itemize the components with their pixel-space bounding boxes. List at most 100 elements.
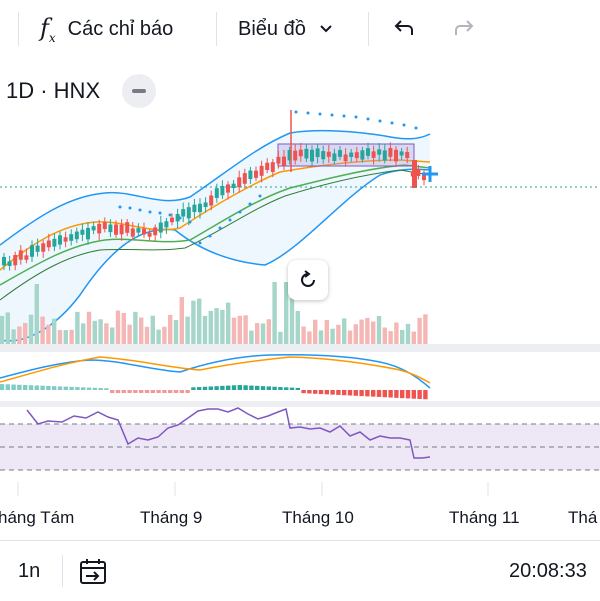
pane-separator[interactable] xyxy=(0,401,600,407)
volume-bar xyxy=(388,331,393,344)
volume-bar xyxy=(231,317,237,344)
time-axis-label: Thá xyxy=(568,508,598,527)
volume-bar xyxy=(40,316,45,344)
candle-body xyxy=(102,222,107,230)
redo-button[interactable] xyxy=(452,0,476,58)
volume-bar xyxy=(272,282,277,344)
macd-histogram-bar xyxy=(168,390,173,393)
candle-body xyxy=(349,152,354,157)
pane-separator[interactable] xyxy=(0,344,600,352)
chart-type-button[interactable]: Biểu đồ xyxy=(238,0,334,58)
signal-line xyxy=(0,356,431,384)
volume-bar xyxy=(260,323,266,344)
chart-type-label: Biểu đồ xyxy=(238,17,306,40)
candle-body xyxy=(69,234,74,241)
macd-histogram-bar xyxy=(318,390,324,395)
volume-bar xyxy=(353,324,358,344)
volume-bar xyxy=(110,327,115,344)
candle-body xyxy=(254,170,258,178)
candle-body xyxy=(282,156,286,166)
volume-bar xyxy=(5,312,10,344)
candle-body xyxy=(220,185,225,196)
macd-histogram-bar xyxy=(46,385,51,390)
volume-bar xyxy=(220,309,225,344)
macd-histogram-bar xyxy=(23,385,28,390)
macd-histogram-bar xyxy=(307,390,312,394)
volume-bar xyxy=(69,329,74,344)
toolbar-divider xyxy=(18,12,19,46)
undo-button[interactable] xyxy=(392,0,416,58)
volume-bar xyxy=(255,323,260,344)
volume-bar xyxy=(115,310,121,344)
candle-body xyxy=(2,256,6,266)
macd-histogram-bar xyxy=(63,386,68,390)
macd-histogram-bar xyxy=(342,390,347,396)
volume-bar xyxy=(307,331,312,344)
candle-body xyxy=(203,202,208,208)
volume-bar xyxy=(168,314,173,344)
candle-body xyxy=(412,160,417,188)
volume-bar xyxy=(86,311,92,344)
candle-body xyxy=(231,183,236,188)
macd-histogram-bar xyxy=(278,387,283,390)
volume-bar xyxy=(226,302,231,344)
candle-body xyxy=(170,217,174,223)
toolbar-divider xyxy=(216,12,217,46)
macd-histogram-bar xyxy=(255,385,260,390)
ma-green xyxy=(0,164,431,286)
volume-bar xyxy=(81,323,86,344)
volume-bar xyxy=(63,330,68,344)
volume-bar xyxy=(179,297,184,344)
macd-histogram-bar xyxy=(104,388,109,390)
volume-bar xyxy=(324,319,329,344)
candle-body xyxy=(259,165,264,176)
undo-icon xyxy=(394,20,413,35)
candle-body xyxy=(310,149,314,162)
candle-body xyxy=(130,228,135,237)
volume-bar xyxy=(162,326,167,344)
volume-bar xyxy=(52,318,57,344)
macd-histogram-bar xyxy=(133,390,138,393)
macd-histogram-bar xyxy=(347,390,353,396)
volume-bar xyxy=(121,312,126,344)
volume-bar xyxy=(0,315,5,344)
go-to-date-button[interactable] xyxy=(78,541,108,601)
indicators-button[interactable]: fx Các chỉ báo xyxy=(40,0,173,58)
candle-body xyxy=(86,227,90,240)
macd-histogram-bar xyxy=(295,387,300,390)
reset-chart-button[interactable] xyxy=(288,260,328,300)
volume-bar xyxy=(185,316,190,344)
candle-body xyxy=(186,207,191,219)
bollinger-upper xyxy=(0,129,431,246)
volume-bar xyxy=(313,319,318,344)
candle-body xyxy=(13,255,18,266)
candle-body xyxy=(332,153,337,161)
symbol-label[interactable]: 1D · HNX xyxy=(6,78,101,103)
macd-histogram-bar xyxy=(365,390,370,397)
macd-histogram-bar xyxy=(28,385,34,390)
candle-body xyxy=(30,245,34,257)
crosshair-plus-icon[interactable] xyxy=(422,166,438,182)
macd-histogram-bar xyxy=(376,390,382,397)
candle-body xyxy=(209,195,214,206)
volume-bar xyxy=(191,300,196,344)
symbol-legend: 1D · HNX xyxy=(0,66,157,116)
candle-body xyxy=(343,154,348,162)
candle-body xyxy=(394,149,398,162)
candle-body xyxy=(97,223,102,234)
volume-bar xyxy=(336,324,341,344)
candle-body xyxy=(265,162,270,170)
volume-bar xyxy=(28,314,34,344)
range-button[interactable]: 1n xyxy=(18,541,40,601)
collapse-legend-button[interactable] xyxy=(122,74,157,108)
minus-icon xyxy=(132,89,147,93)
candle-body xyxy=(181,209,186,217)
candle-body xyxy=(41,243,46,252)
candle-body xyxy=(58,235,62,245)
price-chart[interactable] xyxy=(0,0,600,540)
macd-histogram-bar xyxy=(98,388,103,390)
volume-bar xyxy=(371,321,376,344)
macd-histogram-bar xyxy=(11,384,16,390)
candle-body xyxy=(293,150,298,161)
volume-bar xyxy=(394,322,399,344)
